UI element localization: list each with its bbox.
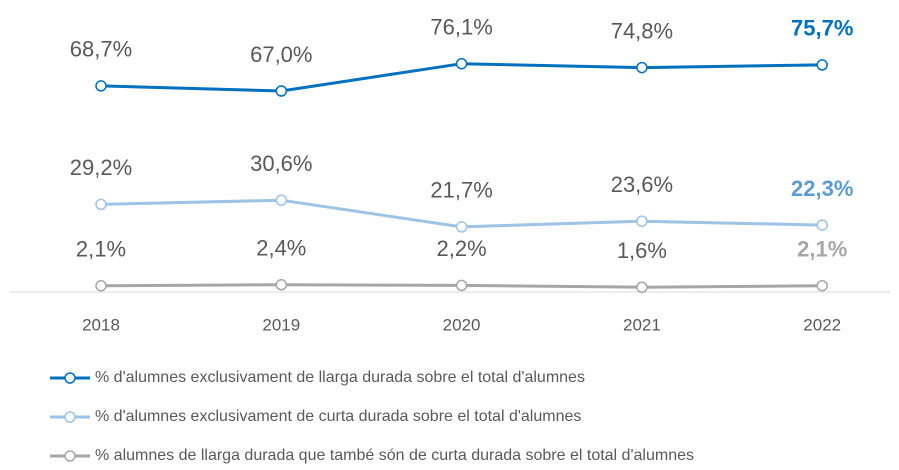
data-point xyxy=(816,279,828,292)
legend-marker xyxy=(64,372,76,384)
data-label: 2,1% xyxy=(76,237,126,262)
x-tick-label: 2021 xyxy=(623,315,661,334)
x-tick-label: 2020 xyxy=(443,315,481,334)
data-point xyxy=(636,61,648,74)
x-tick-label: 2018 xyxy=(82,315,120,334)
x-tick-label: 2022 xyxy=(803,315,841,334)
data-label: 30,6% xyxy=(250,151,312,176)
data-label: 2,1% xyxy=(797,237,847,262)
data-point xyxy=(455,221,468,233)
data-label: 76,1% xyxy=(430,15,492,40)
legend-marker xyxy=(64,411,76,423)
data-point xyxy=(816,219,828,231)
data-point xyxy=(455,57,468,70)
data-point xyxy=(636,281,648,293)
data-point xyxy=(816,59,828,71)
data-point xyxy=(95,198,107,211)
legend-label: % d'alumnes exclusivament de llarga dura… xyxy=(95,369,585,386)
data-label: 68,7% xyxy=(70,37,132,62)
data-label: 23,6% xyxy=(611,172,673,197)
data-label: 1,6% xyxy=(617,238,667,263)
data-label: 29,2% xyxy=(70,155,132,180)
data-label: 2,4% xyxy=(256,236,306,261)
data-label: 67,0% xyxy=(250,42,312,67)
legend-marker xyxy=(64,450,76,462)
data-label: 75,7% xyxy=(791,16,853,41)
data-point xyxy=(95,279,107,292)
data-point xyxy=(275,85,288,97)
legend-label: % alumnes de llarga durada que també són… xyxy=(95,447,694,464)
data-point xyxy=(275,194,288,206)
x-tick-label: 2019 xyxy=(262,315,300,334)
data-point xyxy=(95,80,107,92)
data-label: 21,7% xyxy=(430,178,492,203)
legend-label: % d'alumnes exclusivament de curta durad… xyxy=(95,408,581,425)
data-label: 2,2% xyxy=(437,236,487,261)
data-label: 22,3% xyxy=(791,176,853,201)
data-label: 74,8% xyxy=(611,18,673,43)
data-point xyxy=(636,215,648,227)
data-point xyxy=(455,279,468,292)
data-point xyxy=(275,279,288,291)
